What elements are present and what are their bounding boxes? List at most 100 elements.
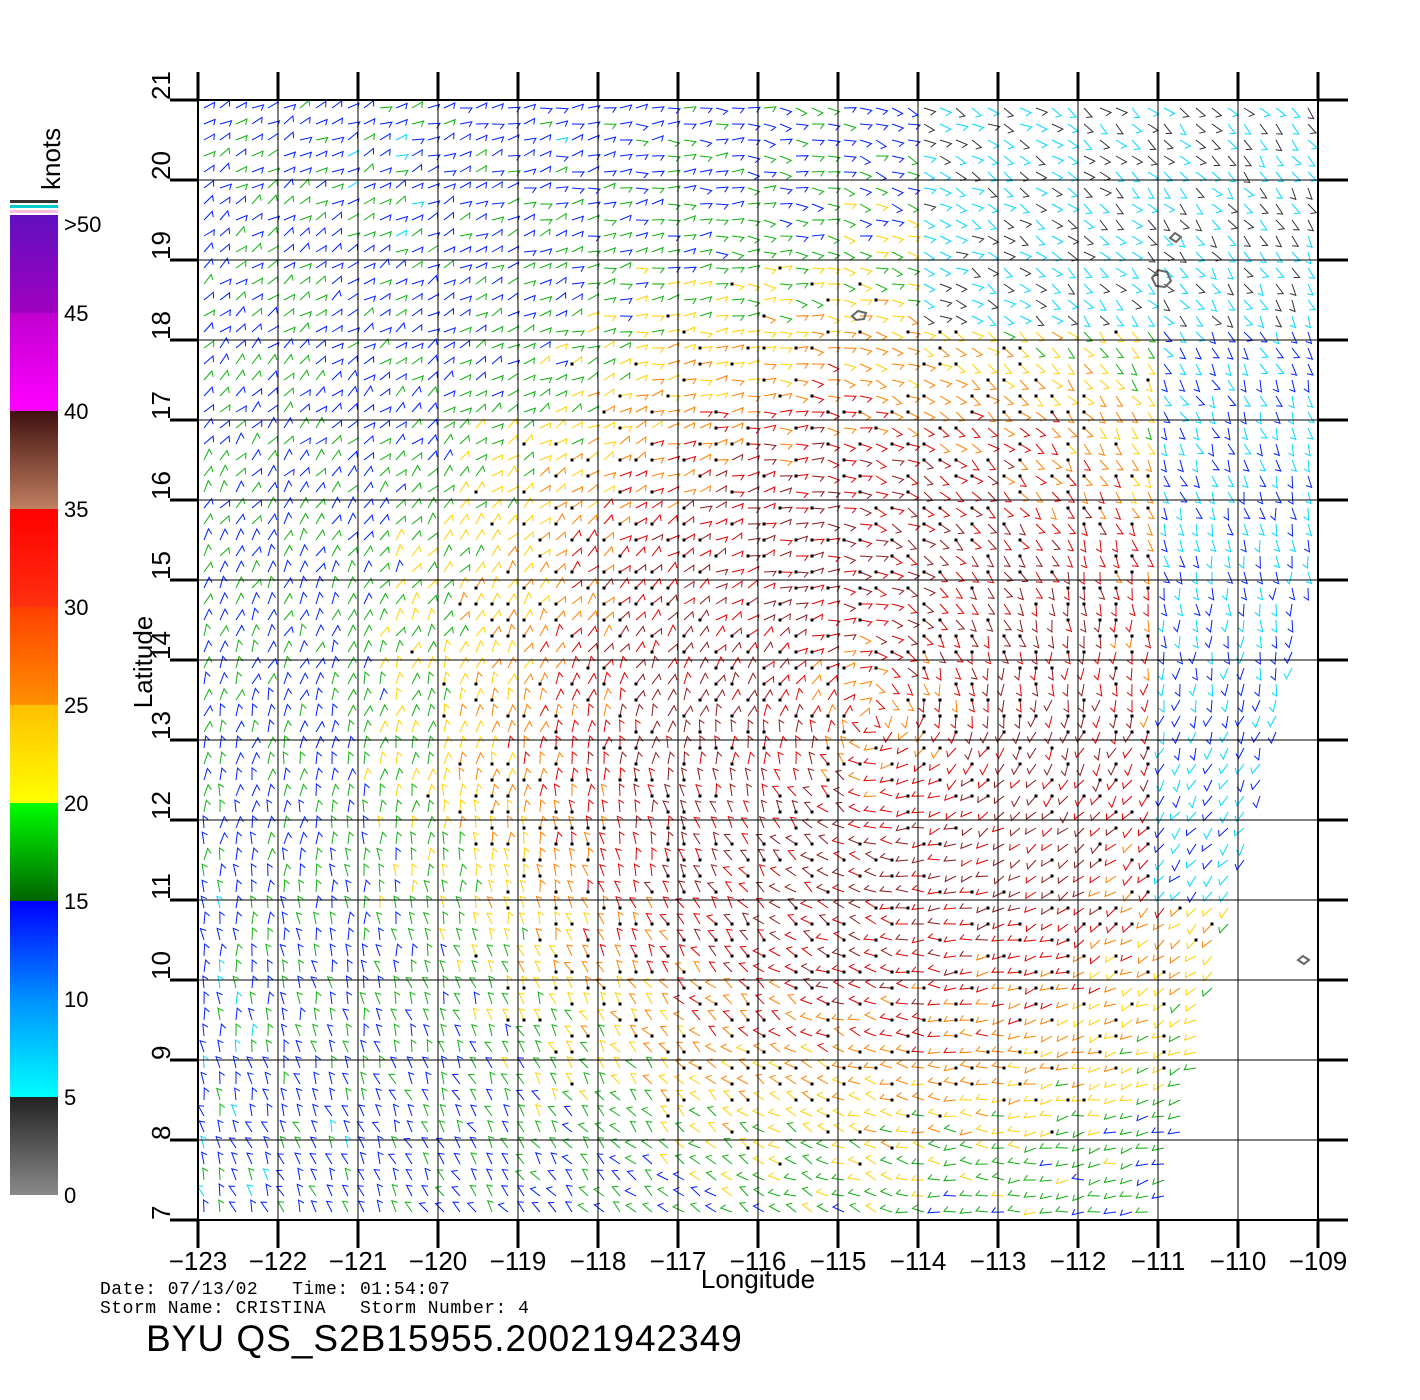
wind-barb bbox=[987, 395, 1001, 405]
rain-flag-dot bbox=[810, 394, 814, 398]
rain-flag-dot bbox=[746, 602, 750, 606]
rain-flag-dot bbox=[1098, 794, 1102, 798]
wind-barb bbox=[1009, 827, 1021, 837]
wind-barb bbox=[907, 459, 921, 468]
wind-barb bbox=[363, 355, 375, 365]
wind-barb bbox=[1143, 587, 1149, 601]
wind-barb bbox=[299, 116, 311, 125]
wind-barb bbox=[1115, 315, 1125, 327]
wind-barb bbox=[1179, 203, 1188, 215]
rain-flag-dot bbox=[1082, 426, 1086, 430]
wind-barb bbox=[667, 514, 678, 525]
wind-barb bbox=[523, 531, 535, 541]
wind-barb bbox=[1035, 283, 1048, 293]
wind-barb bbox=[859, 491, 873, 500]
wind-barb bbox=[235, 245, 247, 253]
wind-barb bbox=[1275, 203, 1284, 215]
rain-flag-dot bbox=[522, 586, 526, 590]
rain-flag-dot bbox=[714, 650, 718, 654]
wind-barb bbox=[943, 998, 957, 1005]
wind-barb bbox=[532, 977, 541, 989]
wind-barb bbox=[555, 576, 566, 589]
wind-barb bbox=[1307, 123, 1318, 134]
rain-flag-dot bbox=[794, 986, 798, 990]
wind-barb bbox=[443, 307, 455, 317]
wind-barb bbox=[216, 927, 223, 941]
wind-barb bbox=[379, 106, 393, 113]
wind-barb bbox=[603, 277, 616, 285]
rain-flag-dot bbox=[858, 282, 862, 286]
wind-barb bbox=[1099, 459, 1110, 470]
wind-barb bbox=[879, 788, 893, 797]
wind-barb bbox=[459, 703, 467, 717]
wind-barb bbox=[619, 751, 627, 765]
wind-barb bbox=[635, 641, 646, 653]
wind-barb bbox=[1080, 539, 1087, 553]
wind-barb bbox=[555, 360, 569, 367]
wind-barb bbox=[715, 719, 721, 733]
wind-barb bbox=[1218, 779, 1229, 790]
wind-barb bbox=[411, 279, 425, 287]
wind-barb bbox=[1259, 107, 1271, 118]
wind-barb bbox=[571, 355, 583, 365]
rain-flag-dot bbox=[970, 506, 974, 510]
wind-barb bbox=[1191, 667, 1198, 681]
rain-flag-dot bbox=[1114, 586, 1118, 590]
rain-flag-dot bbox=[1066, 442, 1070, 446]
wind-barb bbox=[863, 1011, 877, 1021]
wind-barb bbox=[283, 226, 294, 237]
wind-barb bbox=[939, 299, 953, 308]
wind-barb bbox=[987, 203, 999, 214]
rain-flag-dot bbox=[730, 522, 734, 526]
rain-flag-dot bbox=[938, 890, 942, 894]
wind-barb bbox=[827, 395, 841, 403]
rain-flag-dot bbox=[730, 1066, 734, 1070]
rain-flag-dot bbox=[1098, 1050, 1102, 1054]
rain-flag-dot bbox=[1130, 890, 1134, 894]
wind-barb bbox=[331, 496, 341, 509]
wind-barb bbox=[603, 296, 617, 304]
wind-barb bbox=[741, 912, 749, 925]
wind-barb bbox=[1043, 699, 1053, 712]
wind-barb bbox=[768, 930, 781, 941]
wind-barb bbox=[347, 495, 357, 509]
wind-barb bbox=[848, 739, 861, 749]
wind-barb bbox=[658, 1074, 669, 1085]
wind-barb bbox=[1223, 635, 1229, 649]
wind-barb bbox=[907, 507, 918, 518]
rain-flag-dot bbox=[682, 858, 686, 862]
wind-barb bbox=[267, 991, 275, 1005]
wind-barb bbox=[459, 798, 466, 813]
wind-barb bbox=[1221, 699, 1229, 713]
wind-barb bbox=[235, 195, 247, 205]
rain-flag-dot bbox=[890, 986, 894, 990]
wind-barb bbox=[818, 914, 829, 925]
wind-barb bbox=[598, 864, 606, 877]
wind-barb bbox=[811, 187, 825, 196]
wind-barb bbox=[379, 592, 389, 605]
wind-barb bbox=[811, 123, 825, 130]
wind-barb bbox=[960, 810, 973, 818]
wind-barb bbox=[459, 233, 473, 240]
wind-barb bbox=[507, 686, 514, 701]
wind-barb bbox=[1154, 763, 1165, 775]
wind-barb bbox=[720, 1059, 733, 1069]
wind-barb bbox=[330, 815, 337, 829]
wind-barb bbox=[815, 933, 829, 941]
wind-barb bbox=[341, 1072, 349, 1085]
wind-barb bbox=[763, 296, 777, 303]
wind-barb bbox=[635, 313, 649, 320]
wind-barb bbox=[891, 251, 904, 261]
wind-barb bbox=[281, 911, 288, 925]
wind-barb bbox=[219, 183, 233, 191]
wind-barb bbox=[911, 777, 925, 785]
wind-barb bbox=[475, 639, 485, 653]
wind-barb bbox=[1138, 795, 1149, 808]
wind-barb bbox=[295, 1087, 303, 1101]
wind-barb bbox=[694, 800, 702, 813]
wind-barb bbox=[267, 481, 278, 493]
wind-barb bbox=[987, 555, 995, 568]
wind-barb bbox=[475, 783, 483, 797]
wind-barb bbox=[518, 912, 526, 925]
wind-barb bbox=[847, 788, 861, 797]
